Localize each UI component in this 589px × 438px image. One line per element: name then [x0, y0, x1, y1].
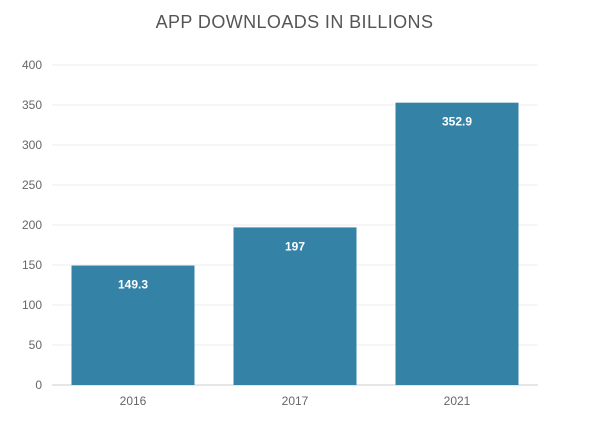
x-tick-label: 2021 — [444, 394, 471, 408]
bar — [71, 265, 195, 385]
y-tick-label: 300 — [22, 138, 42, 152]
y-tick-label: 350 — [22, 98, 42, 112]
y-tick-label: 50 — [29, 338, 43, 352]
y-tick-label: 250 — [22, 178, 42, 192]
y-tick-label: 400 — [22, 58, 42, 72]
y-tick-label: 200 — [22, 218, 42, 232]
bar — [233, 227, 357, 385]
x-tick-label: 2017 — [282, 394, 309, 408]
y-tick-label: 150 — [22, 258, 42, 272]
bar — [395, 102, 519, 386]
data-label: 197 — [285, 239, 305, 253]
chart-title: APP DOWNLOADS IN BILLIONS — [155, 12, 434, 32]
y-tick-label: 100 — [22, 298, 42, 312]
data-label: 149.3 — [118, 278, 148, 292]
data-label: 352.9 — [442, 115, 472, 129]
x-tick-label: 2016 — [120, 394, 147, 408]
y-tick-label: 0 — [35, 378, 42, 392]
